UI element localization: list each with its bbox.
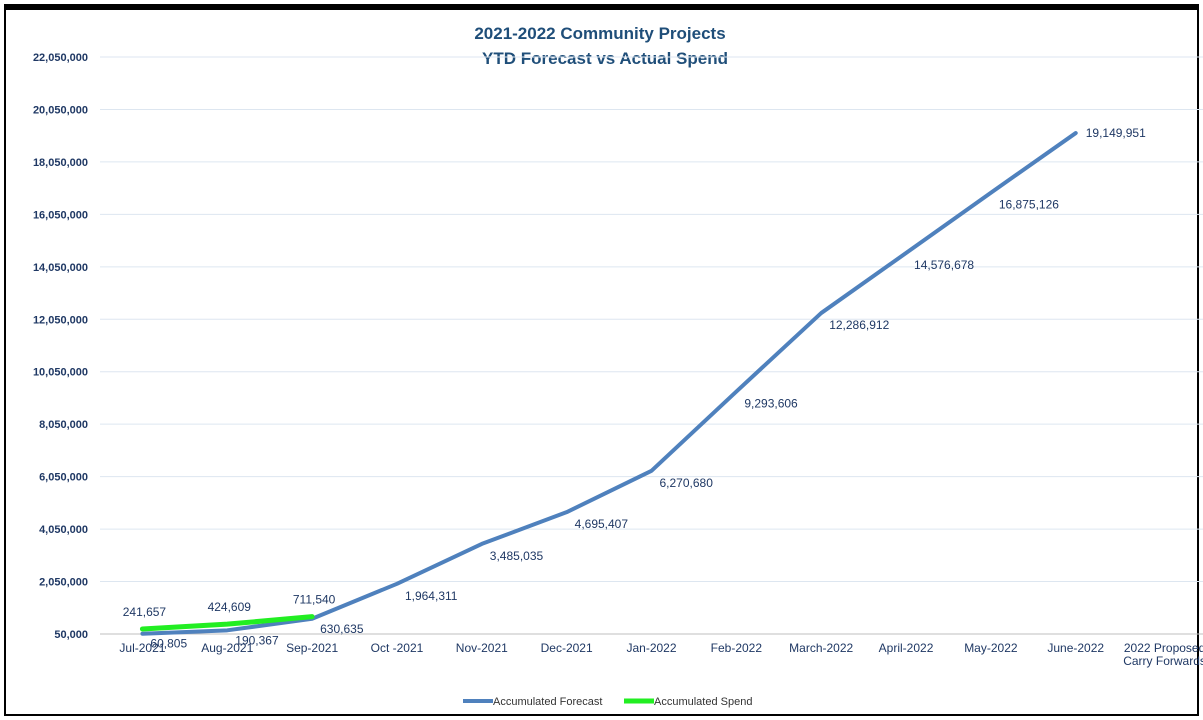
data-label: 19,149,951 [1086, 126, 1146, 140]
y-tick-label: 8,050,000 [39, 419, 88, 431]
x-tick-label: Sep-2021 [286, 641, 338, 655]
x-tick-label: Jul-2021 [119, 641, 165, 655]
data-label: 424,609 [208, 600, 252, 614]
x-tick-label: Nov-2021 [456, 641, 508, 655]
data-label: 12,286,912 [829, 318, 889, 332]
x-tick-label: May-2022 [964, 641, 1018, 655]
data-label: 1,964,311 [405, 589, 458, 603]
spend-line [139, 614, 315, 632]
x-axis-ticks: Jul-2021 Aug-2021 Sep-2021 Oct -2021 Nov-202… [119, 641, 1203, 668]
legend-label: Accumulated Spend [654, 696, 752, 708]
y-tick-label: 18,050,000 [33, 157, 88, 169]
data-label: 3,485,035 [490, 549, 544, 563]
data-label: 14,576,678 [914, 258, 974, 272]
y-tick-label: 50,000 [54, 629, 88, 641]
data-label: 4,695,407 [575, 517, 629, 531]
chart-title: 2021-2022 Community Projects [474, 24, 725, 43]
y-tick-label: 14,050,000 [33, 262, 88, 274]
x-tick-label: Oct -2021 [371, 641, 424, 655]
forecast-line [140, 131, 1078, 636]
y-tick-label: 6,050,000 [39, 472, 88, 484]
gridlines [100, 56, 1203, 635]
chart-subtitle: YTD Forecast vs Actual Spend [482, 49, 728, 68]
x-tick-label: June-2022 [1047, 641, 1104, 655]
data-label: 711,540 [293, 593, 336, 607]
data-label: 16,875,126 [999, 198, 1059, 212]
y-tick-label: 20,050,000 [33, 104, 88, 116]
x-tick-label: Jan-2022 [626, 641, 676, 655]
x-tick-label: Feb-2022 [711, 641, 763, 655]
chart-frame [4, 4, 1199, 716]
x-tick-label: April-2022 [879, 641, 934, 655]
x-tick-label: Dec-2021 [541, 641, 593, 655]
data-label: 630,635 [320, 622, 364, 636]
y-tick-label: 12,050,000 [33, 314, 88, 326]
series-lines [139, 131, 1078, 636]
x-tick-label: March-2022 [789, 641, 853, 655]
y-axis-ticks: 50,000 2,050,000 4,050,000 6,050,000 8,050,0… [33, 52, 88, 641]
x-tick-label: Aug-2021 [201, 641, 253, 655]
y-tick-label: 10,050,000 [33, 367, 88, 379]
data-label: 6,270,680 [660, 476, 714, 490]
y-tick-label: 2,050,000 [39, 577, 88, 589]
y-tick-label: 16,050,000 [33, 209, 88, 221]
data-labels: 60,805 190,367 630,635 1,964,311 3,485,035 4,… [123, 126, 1146, 651]
data-label: 241,657 [123, 605, 167, 619]
y-tick-label: 4,050,000 [39, 524, 88, 536]
y-tick-label: 22,050,000 [33, 52, 88, 64]
legend: Accumulated Forecast Accumulated Spend [463, 696, 752, 708]
data-label: 190,367 [235, 633, 279, 647]
x-tick-label: 2022 Proposed Carry Forwards [1123, 641, 1203, 668]
legend-label: Accumulated Forecast [493, 696, 602, 708]
data-label: 9,293,606 [744, 397, 798, 411]
data-label: 60,805 [150, 637, 187, 651]
